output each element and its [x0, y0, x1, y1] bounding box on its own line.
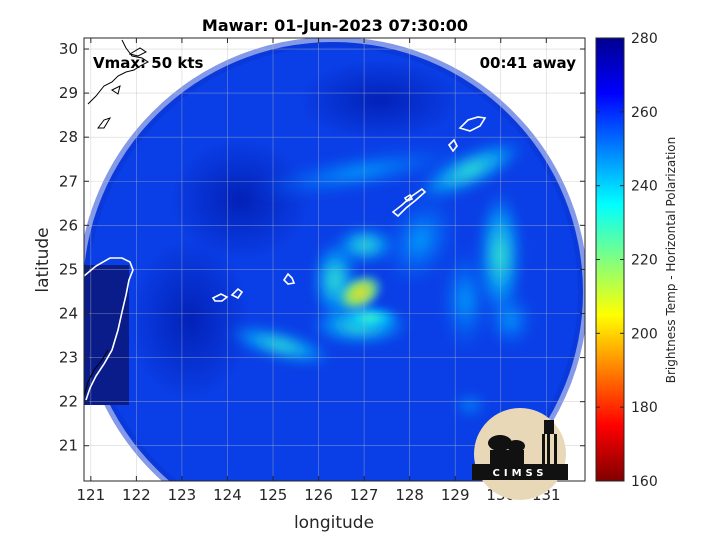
x-tick-label: 122: [122, 486, 151, 504]
y-axis: 21 22 23 24 25 26 27 28 29 30: [59, 40, 585, 455]
china-coast-south: [84, 349, 109, 397]
ishigaki-island: [211, 293, 229, 302]
plot-frame: [83, 37, 586, 482]
land-dark-region: [84, 265, 129, 405]
colorbar-tick-label: 180: [631, 400, 658, 416]
amami-island: [458, 116, 487, 132]
x-tick-label: 124: [213, 486, 242, 504]
swath-edge-shade: [84, 38, 585, 481]
china-coast-north: [87, 39, 149, 129]
y-tick-label: 29: [59, 84, 78, 102]
band-northeast: [415, 139, 525, 201]
y-axis-label: latitude: [33, 227, 53, 292]
cimss-logo: CIMSS: [472, 408, 568, 500]
band-north-arc: [251, 145, 469, 199]
vmax-annotation: Vmax: 50 kts: [93, 54, 203, 72]
eyewall-south: [340, 306, 400, 330]
x-tick-label: 123: [168, 486, 197, 504]
x-tick-label: 127: [350, 486, 379, 504]
chart-title: Mawar: 01-Jun-2023 07:30:00: [202, 16, 468, 35]
x-tick-label: 129: [441, 486, 470, 504]
colorbar-tick-label: 200: [631, 326, 658, 342]
band-core-north: [335, 227, 395, 263]
x-tick-label: 121: [77, 486, 106, 504]
logo-dish-icon: [488, 435, 525, 464]
y-tick-label: 25: [59, 260, 78, 278]
colorbar-tick-label: 280: [631, 31, 658, 47]
x-axis: 121122123124125126127128129130131: [77, 38, 561, 504]
swath: [84, 38, 585, 481]
plot-area: [84, 38, 585, 481]
coastline-mainland: [84, 39, 149, 397]
x-tick-label: 125: [259, 486, 288, 504]
x-tick-label: 128: [395, 486, 424, 504]
dark-patch-sw: [130, 240, 250, 400]
taiwan-coast: [84, 257, 134, 401]
logo-text: CIMSS: [493, 468, 548, 479]
y-tick-label: 23: [59, 349, 78, 367]
y-tick-label: 22: [59, 393, 78, 411]
coastlines: [84, 116, 487, 401]
colorbar-tick-label: 240: [631, 179, 658, 195]
colorbar: 160 180 200 220 240 260 280 Brightness Temp - …: [595, 31, 678, 490]
band-east-2: [440, 245, 490, 355]
band-se: [485, 290, 535, 350]
y-tick-label: 28: [59, 128, 78, 146]
colorbar-label: Brightness Temp - Horizontal Polarizatio…: [664, 137, 678, 384]
colorbar-tick-label: 160: [631, 474, 658, 490]
y-tick-label: 30: [59, 40, 78, 58]
okinawa-island: [391, 187, 427, 218]
y-tick-label: 26: [59, 216, 78, 234]
y-tick-label: 24: [59, 304, 78, 322]
iriomote-island: [230, 287, 244, 300]
colorbar-tick-label: 260: [631, 105, 658, 121]
miyako-island: [282, 272, 296, 285]
dark-patch-w: [170, 140, 310, 260]
y-tick-label: 21: [59, 437, 78, 455]
colorbar-tick-label: 220: [631, 253, 658, 269]
colorbar-fill: [596, 38, 624, 481]
band-outer-south: [226, 325, 334, 365]
dark-patch-n: [300, 60, 460, 140]
eyewall-core: [335, 272, 385, 314]
small-island-2: [403, 193, 414, 202]
x-axis-label: longitude: [294, 513, 374, 533]
colorbar-ticks: 160 180 200 220 240 260 280: [596, 31, 658, 490]
logo-banner: [472, 464, 568, 480]
band-east-small: [452, 393, 488, 417]
y-tick-label: 27: [59, 172, 78, 190]
band-mid-ne: [381, 192, 459, 288]
small-island-1: [447, 138, 458, 153]
time-away-annotation: 00:41 away: [480, 54, 577, 72]
eyewall: [335, 272, 400, 330]
logo-tower-icon: [542, 420, 557, 464]
x-tick-label: 126: [304, 486, 333, 504]
